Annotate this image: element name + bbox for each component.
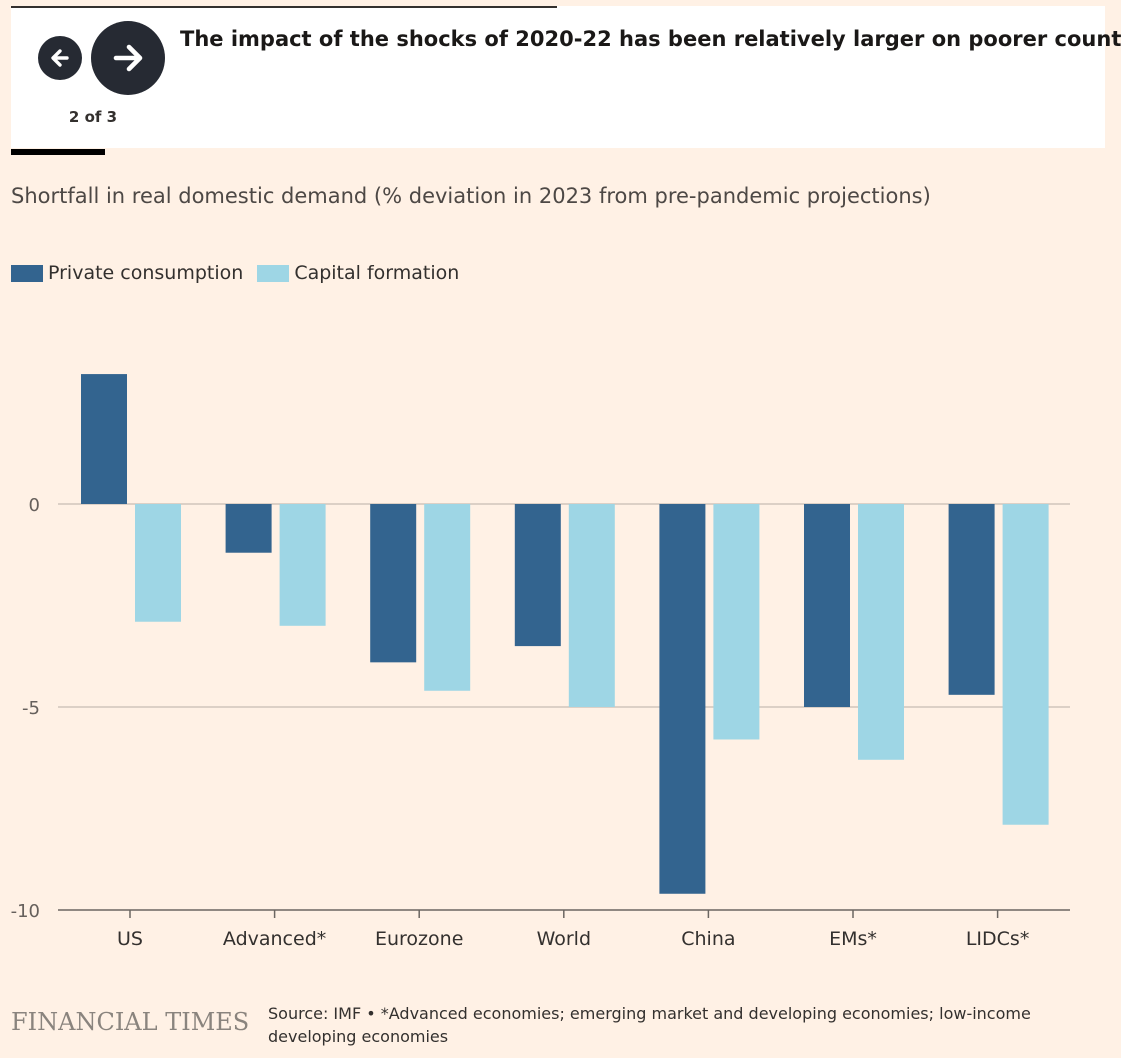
bar-capital-formation	[424, 504, 471, 691]
source-note: Source: IMF • *Advanced economies; emerg…	[268, 1004, 1031, 1046]
bar-private-consumption	[370, 504, 417, 663]
arrow-left-icon	[51, 49, 69, 67]
x-tick-label: US	[117, 928, 143, 950]
chart-subtitle: Shortfall in real domestic demand (% dev…	[11, 184, 931, 208]
bar-private-consumption	[659, 504, 706, 894]
y-tick-label: -10	[11, 901, 40, 922]
bar-capital-formation	[1002, 504, 1049, 825]
legend-label-capital-formation: Capital formation	[294, 262, 460, 284]
bar-private-consumption	[225, 504, 272, 553]
slide-counter: 2 of 3	[68, 108, 118, 126]
chart-headline: The impact of the shocks of 2020-22 has …	[180, 27, 1121, 51]
bar-private-consumption	[804, 504, 850, 707]
x-tick-label: China	[681, 928, 735, 950]
ft-logo: FINANCIAL TIMES	[11, 1008, 250, 1036]
bar-capital-formation	[568, 504, 615, 707]
arrow-right-icon	[113, 44, 143, 72]
bar-private-consumption	[514, 504, 561, 647]
x-tick-label: EMs*	[829, 928, 877, 950]
bar-capital-formation	[858, 504, 904, 760]
bar-private-consumption	[81, 374, 127, 504]
slide-progress-bar	[11, 149, 105, 155]
legend-label-private-consumption: Private consumption	[48, 262, 244, 284]
next-button[interactable]	[91, 21, 165, 95]
legend-item-capital-formation: Capital formation	[257, 262, 459, 284]
bar-capital-formation	[135, 504, 181, 622]
x-tick-label: World	[537, 928, 591, 950]
legend-swatch-capital-formation	[257, 264, 290, 282]
bar-capital-formation	[279, 504, 326, 626]
bar-private-consumption	[948, 504, 995, 695]
legend-swatch-private-consumption	[11, 264, 43, 282]
legend: Private consumption Capital formation	[11, 262, 473, 284]
x-tick-label: LIDCs*	[966, 928, 1030, 950]
card-top-rule	[11, 6, 557, 8]
headline-card	[11, 6, 1105, 148]
legend-item-private-consumption: Private consumption	[11, 262, 243, 284]
bar-capital-formation	[713, 504, 760, 740]
x-tick-label: Advanced*	[223, 928, 326, 950]
y-tick-label: -5	[22, 698, 40, 719]
bar-chart: 0 -5 -10 US Advanced* Eurozone World China EMs* L…	[11, 374, 1070, 950]
y-tick-label: 0	[29, 495, 40, 516]
x-tick-label: Eurozone	[375, 928, 463, 950]
previous-button[interactable]	[38, 36, 82, 80]
